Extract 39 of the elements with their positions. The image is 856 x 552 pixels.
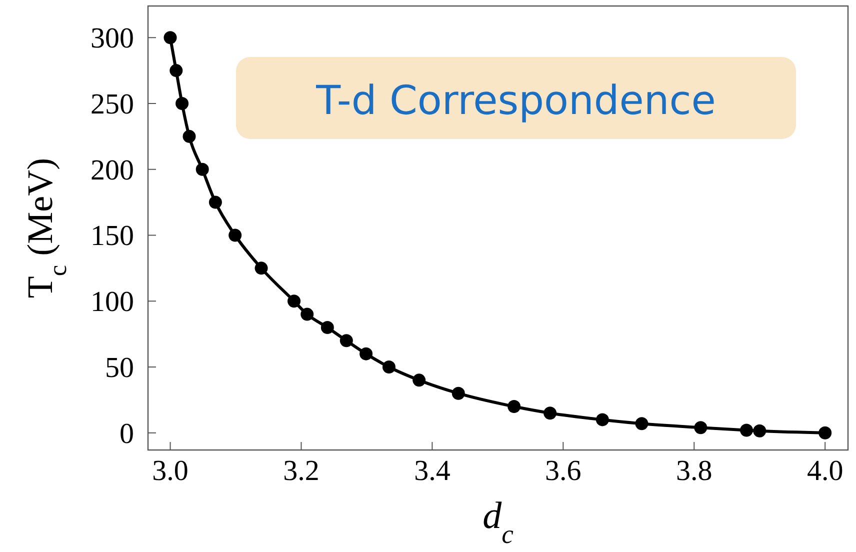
point bbox=[208, 196, 222, 209]
y-tick-label: 300 bbox=[90, 22, 134, 55]
y-tick-label: 150 bbox=[90, 220, 134, 252]
point bbox=[182, 130, 196, 143]
point bbox=[340, 334, 353, 348]
point bbox=[452, 386, 465, 400]
point bbox=[544, 406, 557, 420]
point bbox=[228, 228, 242, 242]
y-tick-label: 250 bbox=[90, 88, 134, 120]
point bbox=[164, 31, 177, 44]
point bbox=[635, 417, 648, 430]
point bbox=[596, 413, 609, 426]
annotation: T-d Correspondence bbox=[315, 78, 716, 124]
point bbox=[694, 421, 708, 434]
y-tick-label: 100 bbox=[90, 286, 134, 318]
x-tick-label: 3.8 bbox=[676, 455, 712, 487]
point bbox=[360, 347, 373, 360]
point bbox=[300, 308, 314, 321]
point bbox=[196, 162, 209, 176]
x-tick-label: 3.0 bbox=[152, 455, 188, 487]
y-tick-label: 200 bbox=[90, 154, 134, 186]
point bbox=[508, 400, 521, 414]
point bbox=[176, 96, 189, 110]
point bbox=[254, 262, 268, 275]
point bbox=[320, 320, 334, 334]
point bbox=[382, 360, 396, 374]
y-tick-label: 0 bbox=[120, 418, 134, 450]
point bbox=[288, 294, 301, 308]
x-tick-label: 3.6 bbox=[545, 455, 582, 487]
x-axis-title: d$_{c}$ bbox=[482, 495, 514, 549]
point bbox=[753, 424, 766, 438]
x-tick-label: 3.2 bbox=[283, 455, 320, 487]
x-tick-label: 4.0 bbox=[806, 455, 844, 487]
point bbox=[818, 426, 832, 440]
y-tick-label: 50 bbox=[105, 352, 134, 384]
point bbox=[412, 374, 426, 387]
x-tick-label: 3.4 bbox=[414, 455, 451, 487]
point bbox=[740, 424, 754, 437]
point bbox=[170, 64, 183, 78]
